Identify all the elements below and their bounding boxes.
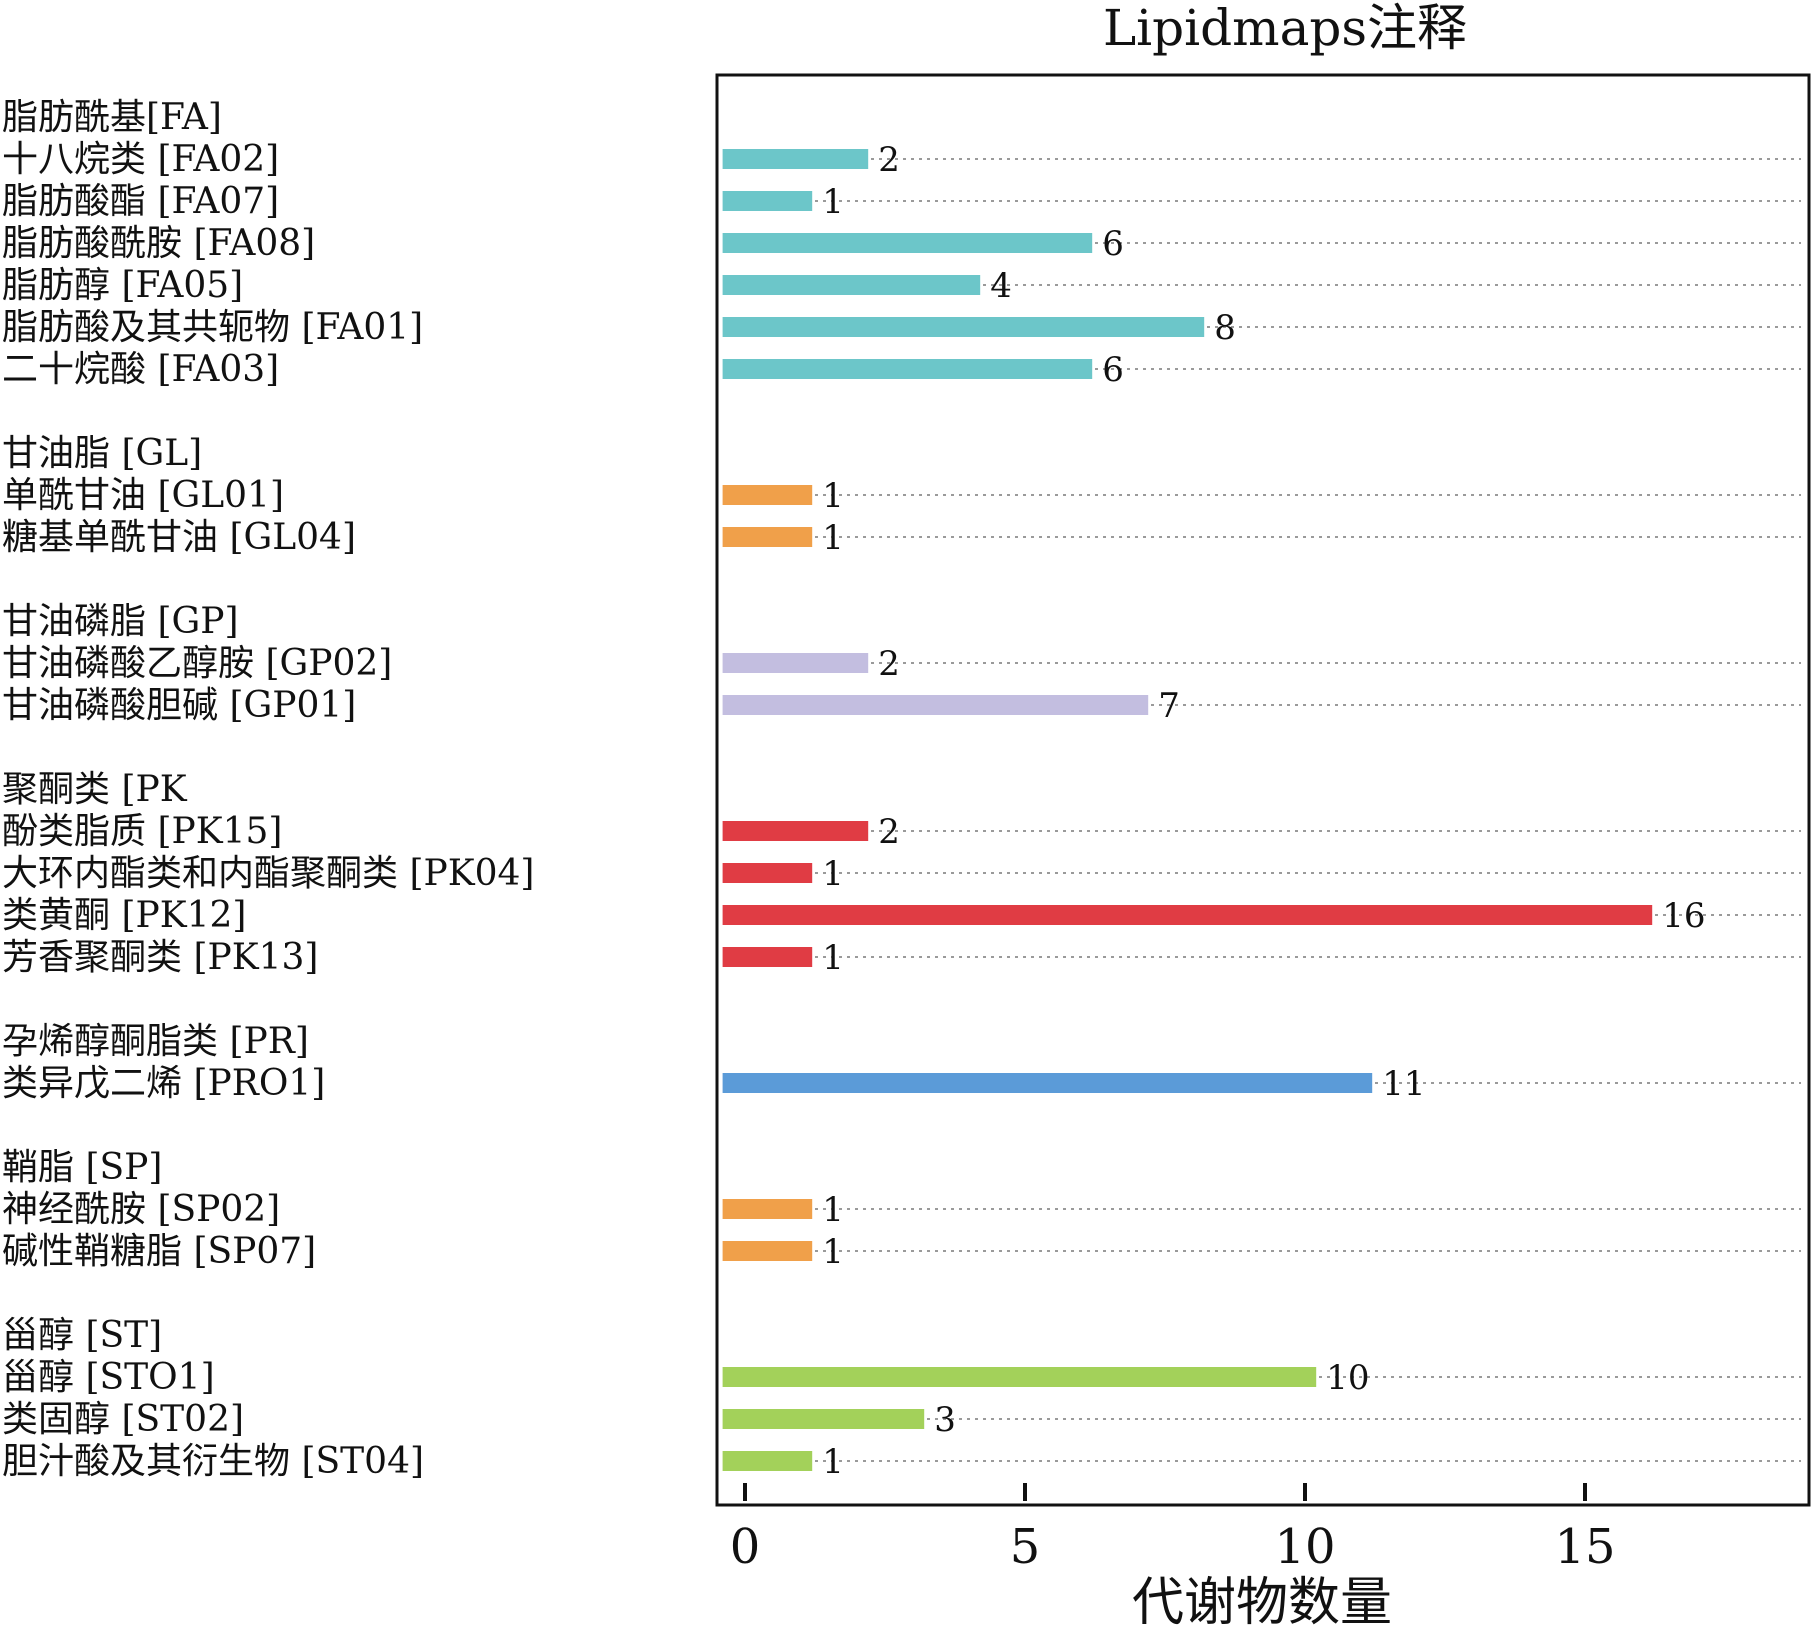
bar (722, 1073, 1373, 1093)
bar (722, 863, 813, 883)
row-label: 脂肪酸及其共轭物 [FA01] (2, 307, 423, 348)
bar (722, 1451, 813, 1471)
bar (722, 1199, 813, 1219)
group-label: 鞘脂 [SP] (2, 1147, 162, 1188)
bar (722, 485, 813, 505)
bar (722, 275, 981, 295)
value-label: 1 (822, 1442, 844, 1482)
row-label: 脂肪酸酯 [FA07] (2, 181, 279, 222)
bar (722, 233, 1093, 253)
bar (722, 905, 1653, 925)
bar (722, 1241, 813, 1261)
bar (722, 1367, 1317, 1387)
value-label: 6 (1102, 224, 1124, 264)
value-label: 3 (934, 1400, 956, 1440)
x-tick-label: 10 (1274, 1519, 1335, 1575)
group-label: 脂肪酰基[FA] (2, 97, 222, 138)
chart-title: Lipidmaps注释 (1103, 0, 1467, 57)
row-labels: 脂肪酰基[FA]十八烷类 [FA02]脂肪酸酯 [FA07]脂肪酸酰胺 [FA0… (2, 97, 534, 1482)
x-tick-label: 5 (1010, 1519, 1041, 1575)
row-label: 甘油磷酸胆碱 [GP01] (2, 685, 356, 726)
bar (722, 317, 1205, 337)
row-label: 甾醇 [STO1] (2, 1357, 215, 1398)
group-label: 甾醇 [ST] (2, 1315, 162, 1356)
value-label: 1 (822, 1232, 844, 1272)
value-label: 16 (1662, 896, 1705, 936)
row-label: 类黄酮 [PK12] (2, 895, 246, 936)
row-label: 单酰甘油 [GL01] (2, 475, 284, 516)
group-label: 聚酮类 [PK (2, 769, 188, 810)
bar (722, 947, 813, 967)
row-label: 大环内酯类和内酯聚酮类 [PK04] (2, 853, 534, 894)
value-label: 1 (822, 476, 844, 516)
plot-frame (715, 73, 1811, 1507)
bar (722, 149, 869, 169)
value-label: 1 (822, 518, 844, 558)
row-label: 芳香聚酮类 [PK13] (2, 937, 318, 978)
x-axis-title: 代谢物数量 (1132, 1573, 1392, 1633)
bar (722, 695, 1149, 715)
x-axis: 0 5 10 15 (730, 1483, 1616, 1575)
row-label: 甘油磷酸乙醇胺 [GP02] (2, 643, 392, 684)
row-label: 十八烷类 [FA02] (2, 139, 279, 180)
bar (722, 1409, 925, 1429)
row-label: 胆汁酸及其衍生物 [ST04] (2, 1441, 424, 1482)
row-label: 二十烷酸 [FA03] (2, 349, 279, 390)
row-label: 碱性鞘糖脂 [SP07] (2, 1231, 316, 1272)
value-label: 11 (1382, 1064, 1425, 1104)
value-label: 2 (878, 644, 900, 684)
row-label: 脂肪酸酰胺 [FA08] (2, 223, 315, 264)
value-label: 1 (822, 182, 844, 222)
value-label: 2 (878, 140, 900, 180)
value-label: 1 (822, 938, 844, 978)
bar (722, 191, 813, 211)
row-label: 神经酰胺 [SP02] (2, 1189, 280, 1230)
value-label: 2 (878, 812, 900, 852)
row-label: 脂肪醇 [FA05] (2, 265, 243, 306)
bar (722, 653, 869, 673)
row-label: 糖基单酰甘油 [GL04] (2, 517, 356, 558)
row-label: 类固醇 [ST02] (2, 1399, 244, 1440)
group-label: 孕烯醇酮脂类 [PR] (2, 1021, 309, 1062)
bar (722, 821, 869, 841)
row-label: 酚类脂质 [PK15] (2, 811, 282, 852)
value-label: 1 (822, 854, 844, 894)
value-label: 8 (1214, 308, 1236, 348)
value-label: 10 (1326, 1358, 1369, 1398)
group-label: 甘油脂 [GL] (2, 433, 202, 474)
value-label: 1 (822, 1190, 844, 1230)
guide-lines (727, 158, 1801, 1462)
value-label: 6 (1102, 350, 1124, 390)
value-label: 4 (990, 266, 1012, 306)
bar (722, 527, 813, 547)
x-tick-label: 15 (1554, 1519, 1615, 1575)
bars (722, 149, 1653, 1471)
value-label: 7 (1158, 686, 1180, 726)
row-label: 类异戊二烯 [PRO1] (2, 1063, 325, 1104)
bar (722, 359, 1093, 379)
group-label: 甘油磷脂 [GP] (2, 601, 239, 642)
x-tick-label: 0 (730, 1519, 761, 1575)
